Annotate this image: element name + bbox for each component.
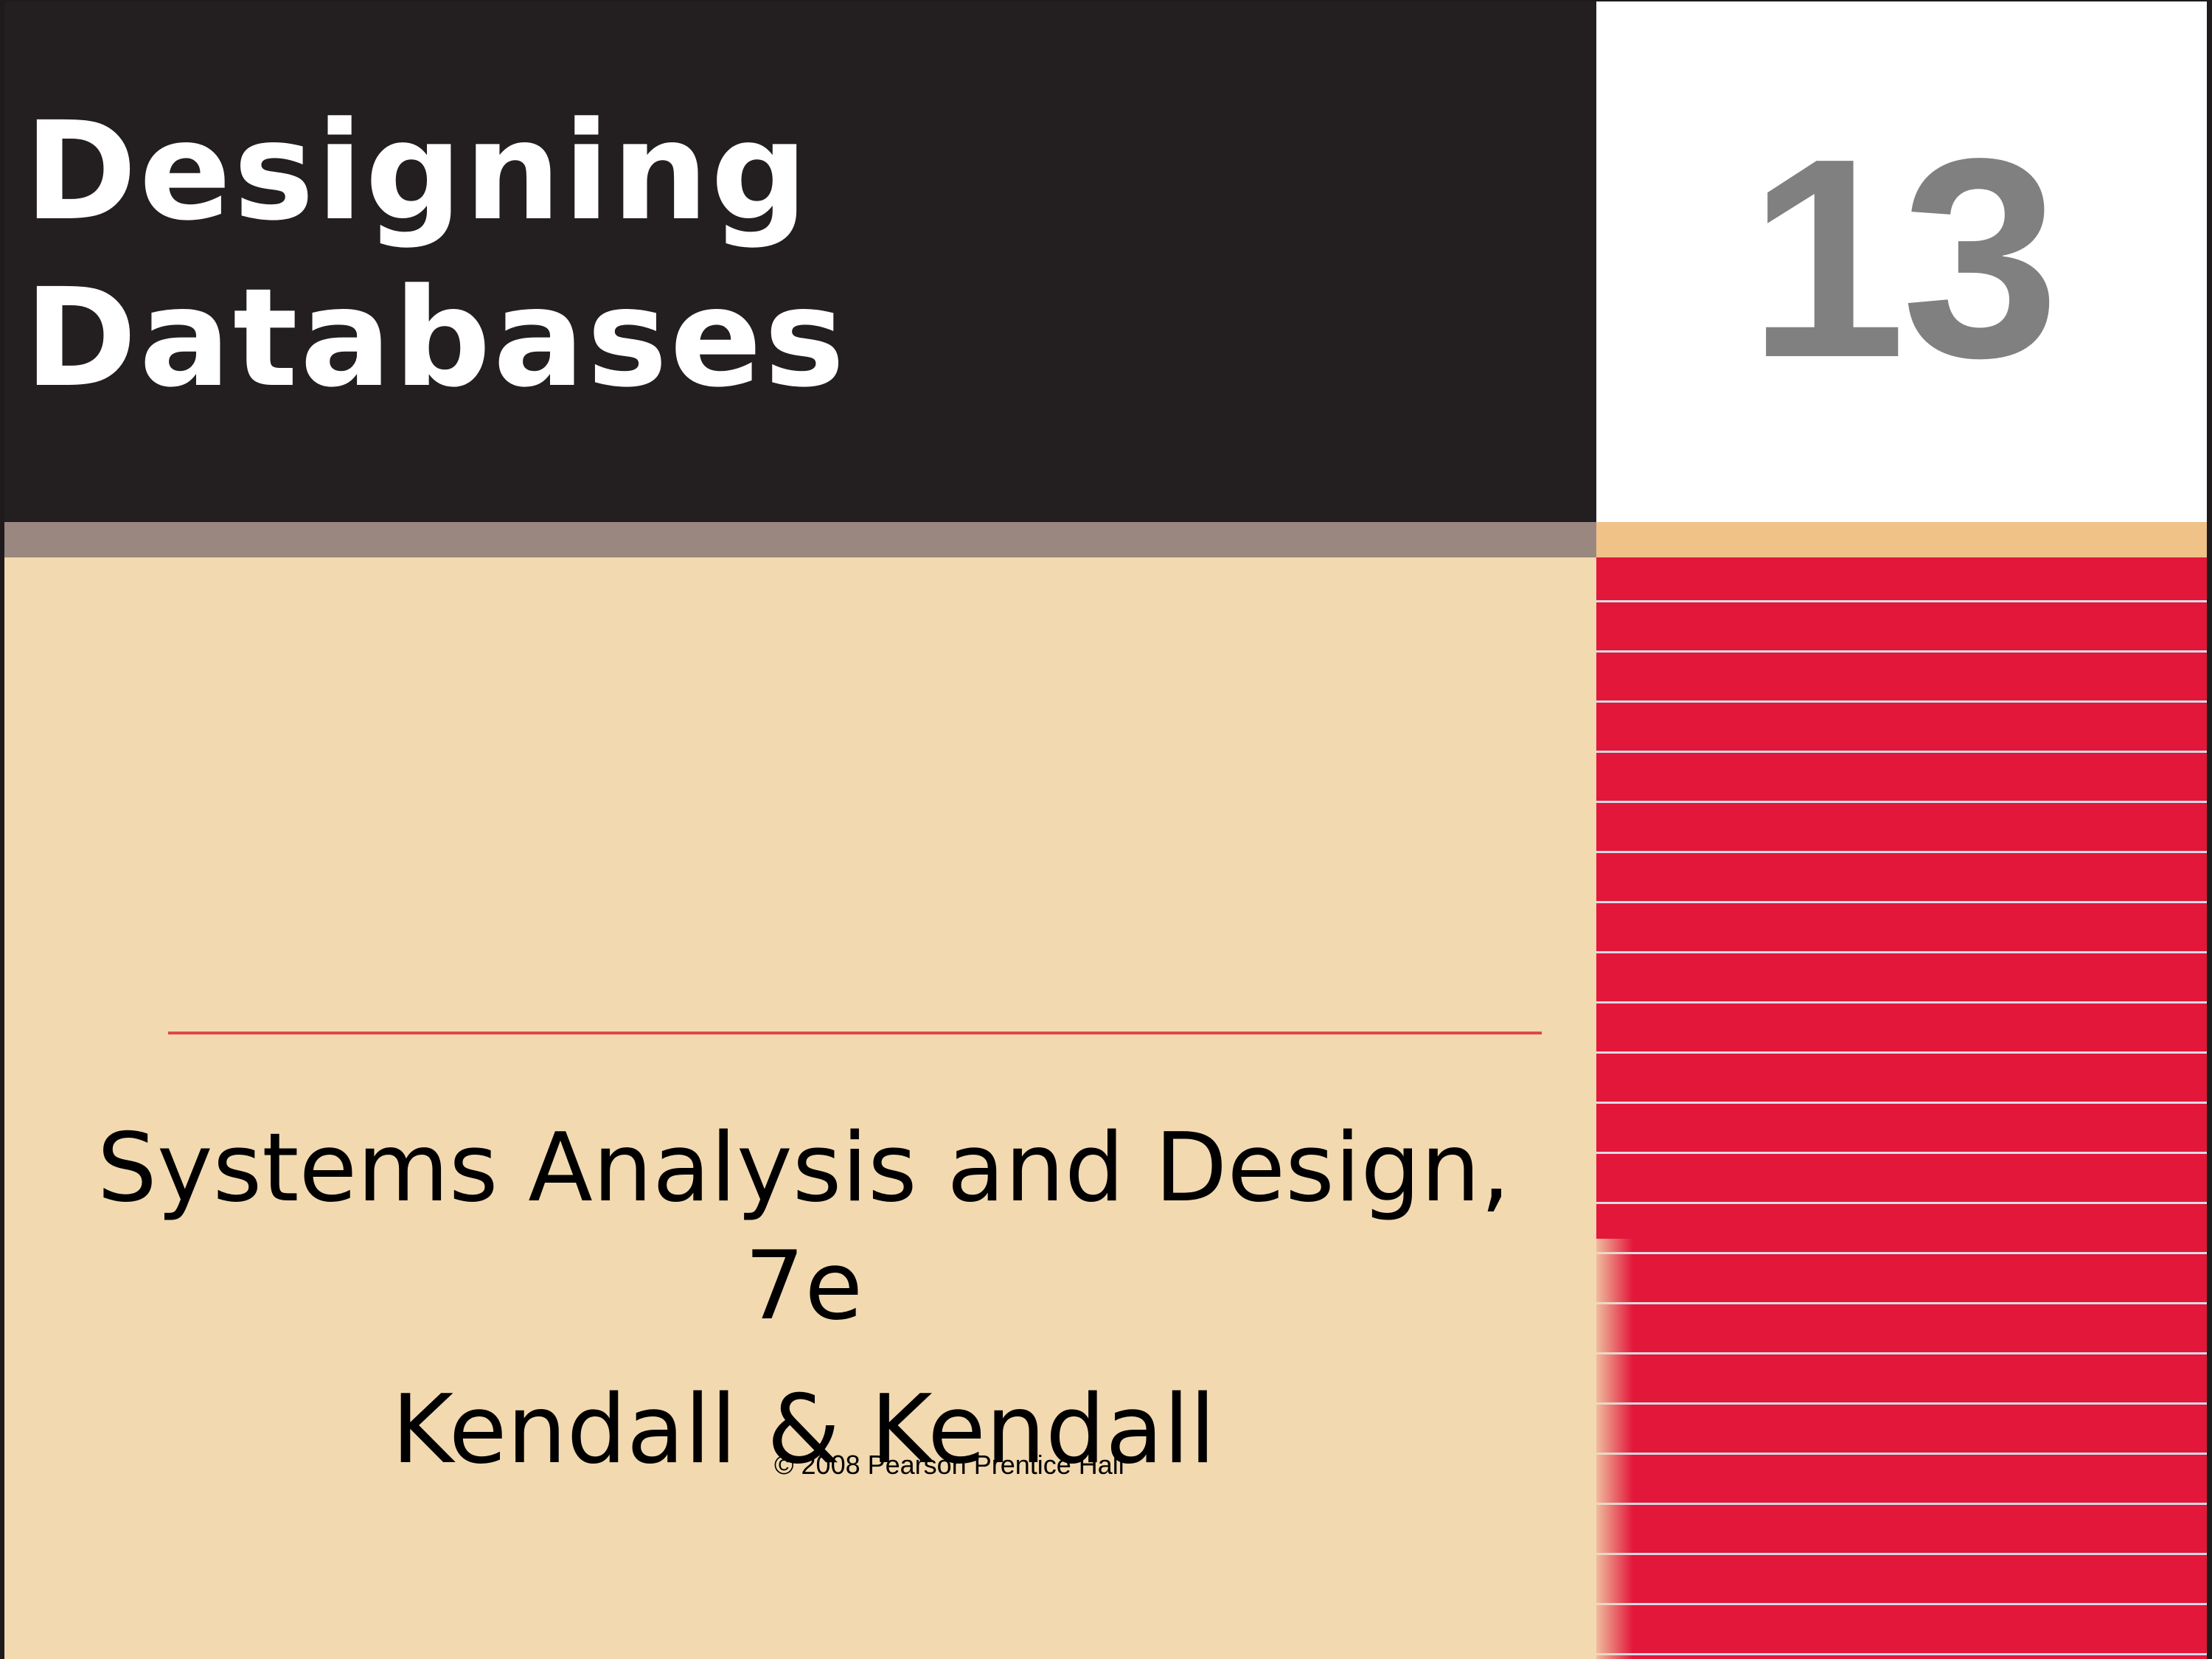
book-title: Systems Analysis and Design, 7e [29,1110,1578,1346]
chapter-box: 13 [1596,0,2207,522]
peach-accent-strip [1596,522,2207,557]
slide-title: Designing Databases [24,88,1425,422]
striped-red-panel [1596,557,2207,1659]
book-title-line-2: 7e [744,1231,863,1341]
frame-left-border [0,0,4,1659]
authors: Kendall & Kendall [392,1375,1216,1485]
divider-line [168,1032,1542,1034]
slide-title-line-1: Designing [24,93,810,251]
copyright-notice: © 2008 Pearson Prentice Hall [774,1450,1124,1480]
frame-right-border [2207,0,2212,1659]
gray-accent-strip [0,522,1596,557]
panel-shadow [1596,1239,1633,1659]
book-title-line-1: Systems Analysis and Design, [97,1113,1511,1223]
title-band: Designing Databases [0,0,1596,522]
slide-title-line-2: Databases [24,260,847,417]
frame-top-border [0,0,2212,1]
chapter-number: 13 [1747,99,2059,417]
content-panel [4,557,1596,1659]
